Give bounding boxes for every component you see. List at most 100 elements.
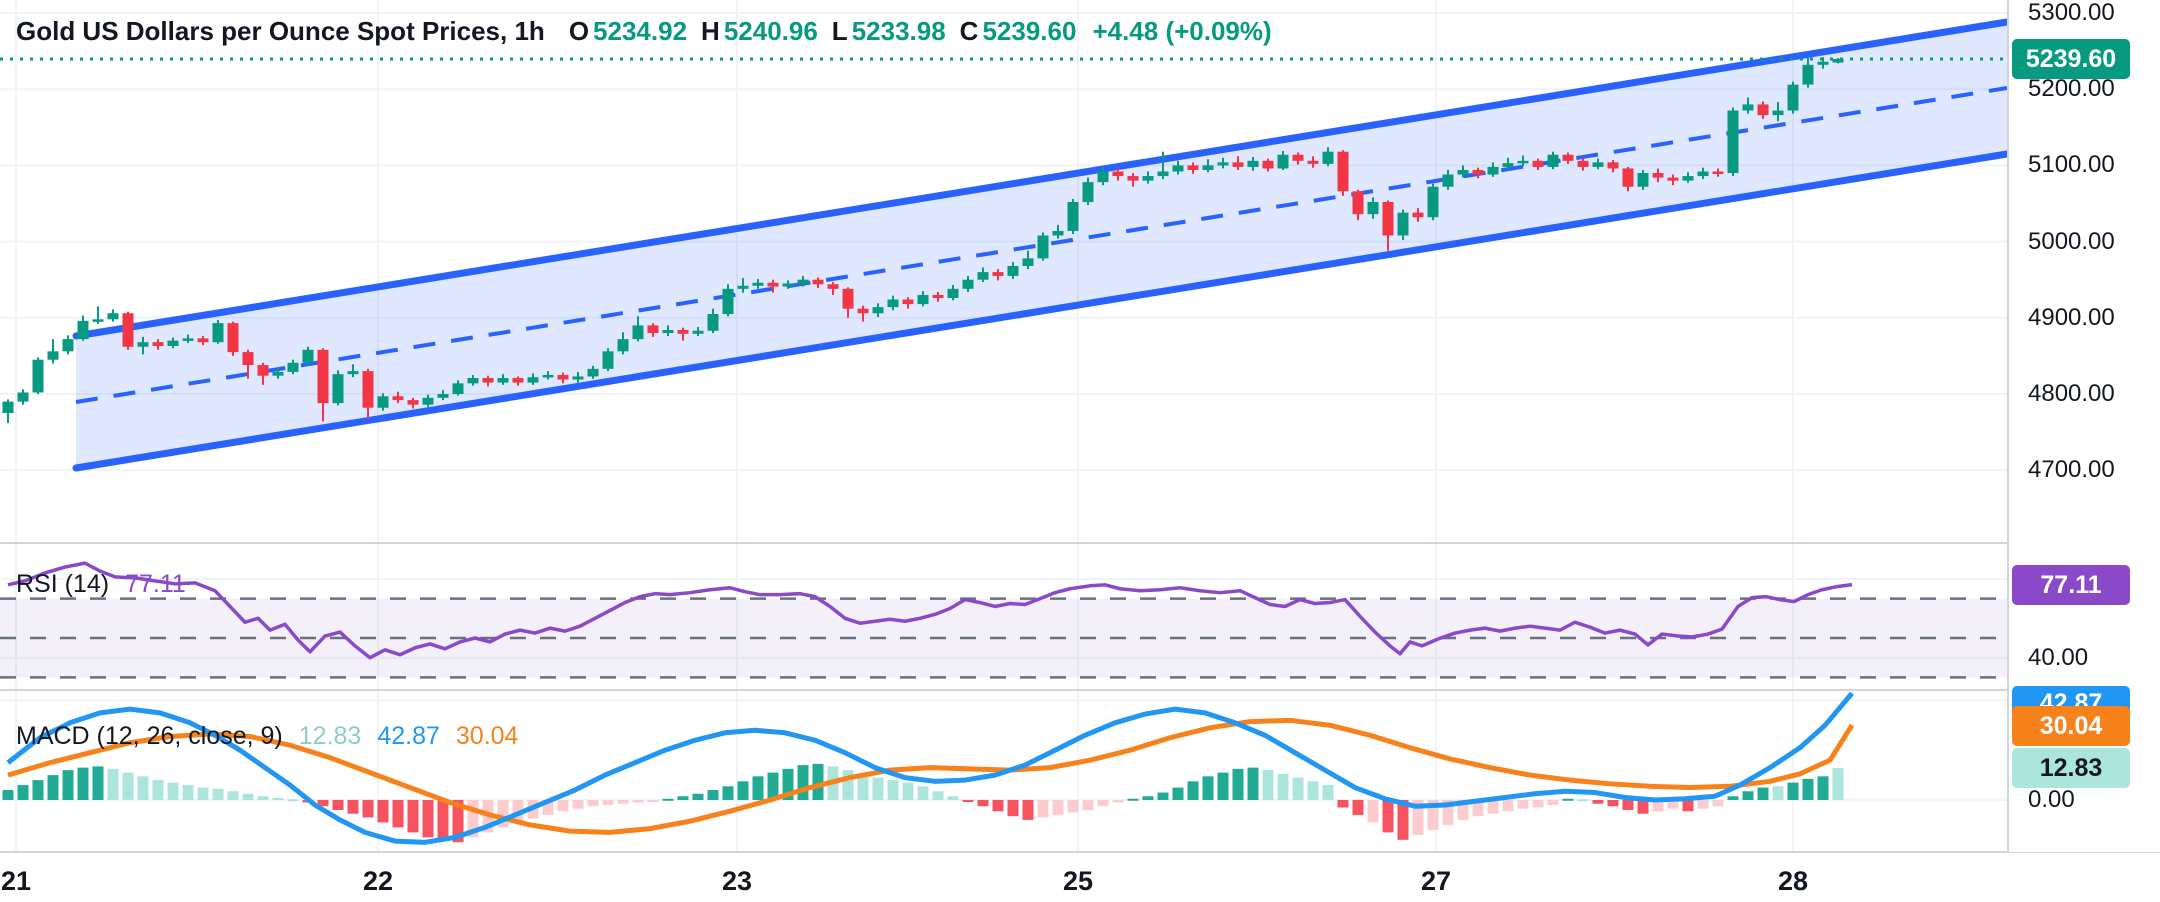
macd-histogram-bar: [1832, 768, 1844, 800]
candle-body: [1142, 176, 1154, 181]
candle-body: [1352, 191, 1364, 215]
rsi-legend[interactable]: RSI (14) 77.11: [16, 570, 186, 599]
candle-body: [1502, 163, 1514, 167]
macd-histogram-bar: [467, 800, 479, 838]
macd-histogram-bar: [632, 800, 644, 803]
candle-body: [1322, 151, 1334, 164]
candle-body: [182, 338, 194, 341]
macd-histogram-bar: [77, 767, 89, 800]
macd-legend[interactable]: MACD (12, 26, close, 9) 12.83 42.87 30.0…: [16, 722, 518, 751]
candle-body: [977, 272, 989, 280]
candle-body: [287, 362, 299, 372]
macd-histogram-bar: [1802, 778, 1814, 800]
macd-histogram-bar: [1322, 785, 1334, 800]
open-value: 5234.92: [593, 16, 688, 46]
change-value: +4.48 (+0.09%): [1092, 16, 1272, 46]
rsi-line: [7, 561, 1853, 660]
macd-histogram-bar: [602, 800, 614, 805]
macd-histogram-bar: [1517, 800, 1529, 809]
price-axis-label: 4800.00: [2028, 380, 2115, 407]
low-value: 5233.98: [851, 16, 946, 46]
macd-histogram-bar: [1712, 800, 1724, 807]
candle-body: [1157, 171, 1169, 177]
macd-histogram-bar: [1397, 800, 1409, 840]
candle-body: [1397, 212, 1409, 236]
macd-histogram-bar: [1637, 800, 1649, 814]
candle-body: [77, 320, 89, 340]
candle-body: [662, 329, 674, 334]
macd-signal-value: 30.04: [455, 722, 519, 750]
candle-body: [1832, 59, 1844, 63]
macd-hist-badge: 12.83: [2012, 748, 2130, 788]
candle-body: [557, 374, 569, 380]
high-label: H: [701, 16, 720, 46]
macd-histogram-bar: [842, 770, 854, 800]
macd-histogram-bar: [1127, 798, 1139, 801]
macd-histogram-bar: [1292, 777, 1304, 800]
macd-histogram-bar: [227, 791, 239, 800]
macd-histogram-bar: [1067, 800, 1079, 813]
candle-body: [1637, 173, 1649, 187]
candle-body: [317, 349, 329, 404]
macd-histogram-bar: [17, 785, 29, 800]
candle-body: [1247, 160, 1259, 167]
candle-body: [692, 330, 704, 334]
candle-body: [1562, 154, 1574, 161]
high-value: 5240.96: [723, 16, 818, 46]
time-axis-label: 23: [721, 866, 753, 896]
symbol-legend[interactable]: Gold US Dollars per Ounce Spot Prices, 1…: [16, 16, 1272, 47]
candle-body: [1307, 160, 1319, 164]
macd-histogram-bar: [1787, 782, 1799, 800]
macd-histogram-bar: [212, 788, 224, 800]
macd-signal-line: [7, 717, 1855, 835]
candle-body: [1022, 258, 1034, 266]
macd-histogram-bar: [347, 800, 359, 814]
candle-body: [1517, 160, 1529, 164]
macd-histogram-bar: [797, 765, 809, 800]
candle-body: [482, 377, 494, 383]
macd-histogram-bar: [1757, 787, 1769, 800]
open-label: O: [568, 16, 590, 46]
candle-body: [962, 279, 974, 289]
macd-histogram-bar: [107, 768, 119, 800]
macd-histogram-bar: [917, 786, 929, 800]
macd-histogram-bar: [617, 800, 629, 804]
macd-histogram-bar: [32, 780, 44, 800]
candle-body: [1577, 160, 1589, 167]
close-value: 5239.60: [982, 16, 1077, 46]
candle-body: [1292, 154, 1304, 161]
macd-histogram-bar: [62, 770, 74, 800]
macd-histogram-bar: [437, 800, 449, 842]
macd-histogram-bar: [1412, 800, 1424, 835]
macd-histogram-bar: [662, 798, 674, 801]
candle-body: [632, 325, 644, 340]
macd-histogram-bar: [122, 772, 134, 800]
candle-body: [857, 308, 869, 314]
macd-histogram-bar: [557, 800, 569, 812]
macd-histogram-bar: [1007, 800, 1019, 817]
macd-histogram-bar: [752, 776, 764, 800]
candle-body: [227, 323, 239, 353]
macd-histogram-bar: [1262, 770, 1274, 800]
candle-body: [1082, 182, 1094, 202]
macd-histogram-bar: [1022, 800, 1034, 820]
candle-body: [137, 342, 149, 347]
candle-body: [257, 365, 269, 376]
candle-body: [1727, 110, 1739, 174]
macd-label: MACD (12, 26, close, 9): [16, 722, 283, 750]
macd-histogram-bar: [1307, 781, 1319, 800]
macd-histogram-bar: [1547, 800, 1559, 805]
macd-histogram-bar: [902, 782, 914, 800]
macd-histogram-bar: [542, 800, 554, 815]
macd-histogram-bar: [257, 796, 269, 800]
price-axis-label: 5300.00: [2028, 0, 2115, 26]
macd-histogram-bar: [1217, 772, 1229, 800]
time-axis-label: 21: [0, 866, 32, 896]
price-axis-label: 5000.00: [2028, 227, 2115, 255]
candle-body: [992, 272, 1004, 276]
candle-body: [47, 351, 59, 360]
candle-body: [1652, 173, 1664, 178]
candle-body: [152, 342, 164, 346]
macd-histogram-bar: [1337, 800, 1349, 808]
